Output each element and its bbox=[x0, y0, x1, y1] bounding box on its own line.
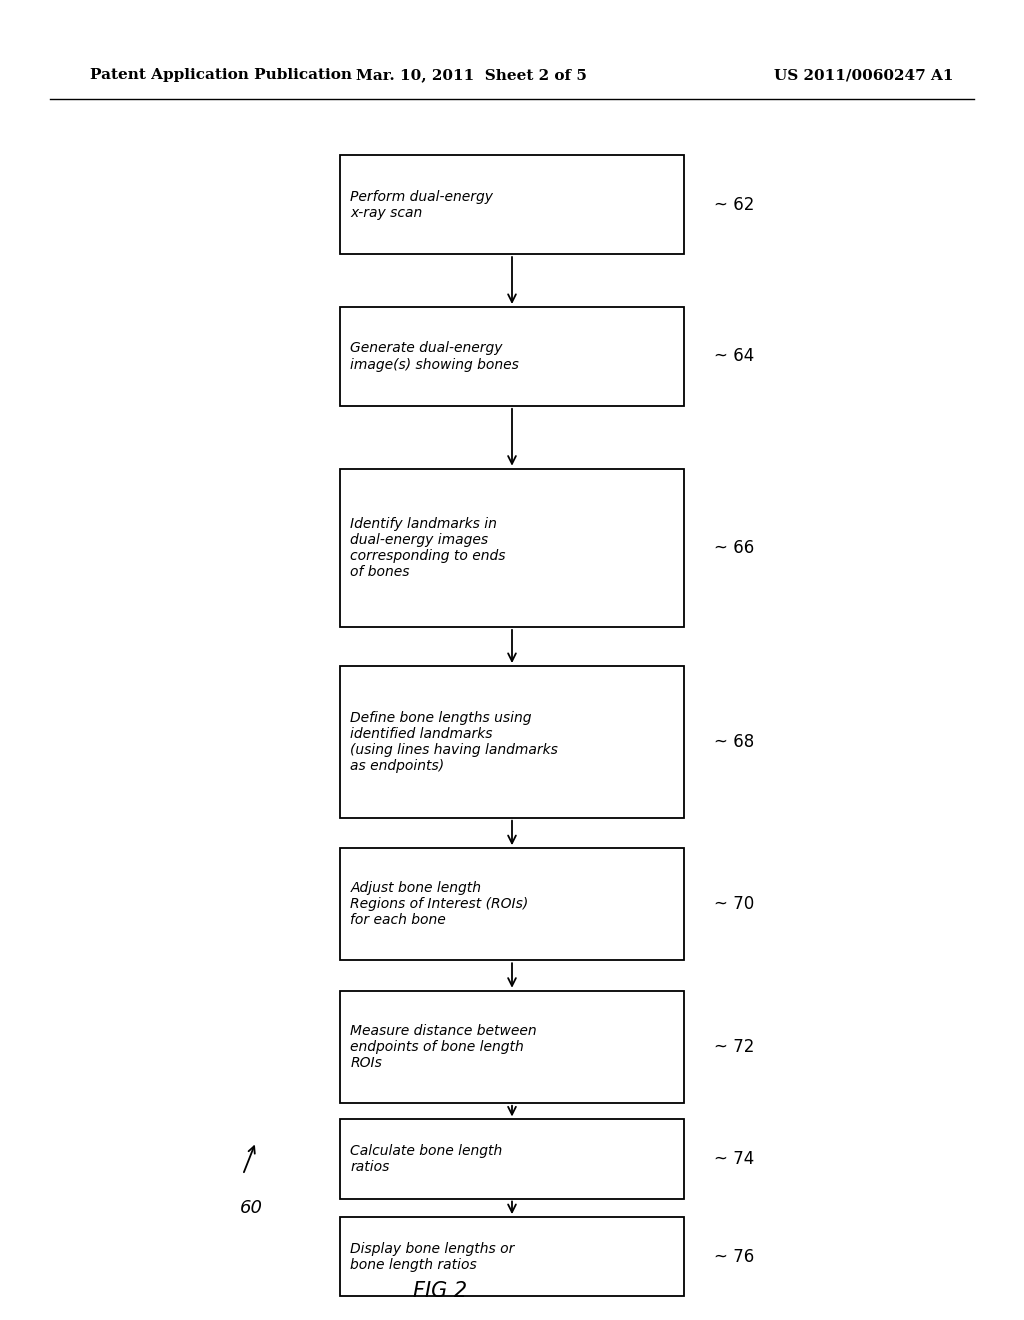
Text: Mar. 10, 2011  Sheet 2 of 5: Mar. 10, 2011 Sheet 2 of 5 bbox=[355, 69, 587, 82]
Text: ~ 76: ~ 76 bbox=[714, 1247, 754, 1266]
Bar bbox=[340, 306, 684, 407]
Text: Patent Application Publication: Patent Application Publication bbox=[90, 69, 352, 82]
Text: Measure distance between
endpoints of bone length
ROIs: Measure distance between endpoints of bo… bbox=[350, 1023, 538, 1071]
Text: Display bone lengths or
bone length ratios: Display bone lengths or bone length rati… bbox=[350, 1242, 515, 1271]
Text: 60: 60 bbox=[240, 1199, 262, 1217]
Text: ~ 74: ~ 74 bbox=[714, 1150, 754, 1168]
Text: ~ 64: ~ 64 bbox=[714, 347, 754, 366]
Text: ~ 68: ~ 68 bbox=[714, 733, 754, 751]
Text: Adjust bone length
Regions of Interest (ROIs)
for each bone: Adjust bone length Regions of Interest (… bbox=[350, 880, 528, 928]
Text: FIG 2: FIG 2 bbox=[414, 1280, 467, 1302]
Bar bbox=[340, 667, 684, 817]
Bar bbox=[340, 469, 684, 627]
Bar bbox=[340, 990, 684, 1104]
Text: ~ 72: ~ 72 bbox=[714, 1038, 754, 1056]
Text: Generate dual-energy
image(s) showing bones: Generate dual-energy image(s) showing bo… bbox=[350, 342, 519, 371]
Text: Identify landmarks in
dual-energy images
corresponding to ends
of bones: Identify landmarks in dual-energy images… bbox=[350, 516, 506, 579]
Bar bbox=[340, 849, 684, 961]
Text: US 2011/0060247 A1: US 2011/0060247 A1 bbox=[774, 69, 954, 82]
Bar bbox=[340, 1217, 684, 1296]
Bar bbox=[340, 1119, 684, 1199]
Text: ~ 70: ~ 70 bbox=[714, 895, 754, 913]
Text: Perform dual-energy
x-ray scan: Perform dual-energy x-ray scan bbox=[350, 190, 494, 219]
Text: ~ 62: ~ 62 bbox=[714, 195, 754, 214]
Text: ~ 66: ~ 66 bbox=[714, 539, 754, 557]
Text: Define bone lengths using
identified landmarks
(using lines having landmarks
as : Define bone lengths using identified lan… bbox=[350, 710, 558, 774]
Text: Calculate bone length
ratios: Calculate bone length ratios bbox=[350, 1144, 503, 1173]
Bar bbox=[340, 156, 684, 255]
